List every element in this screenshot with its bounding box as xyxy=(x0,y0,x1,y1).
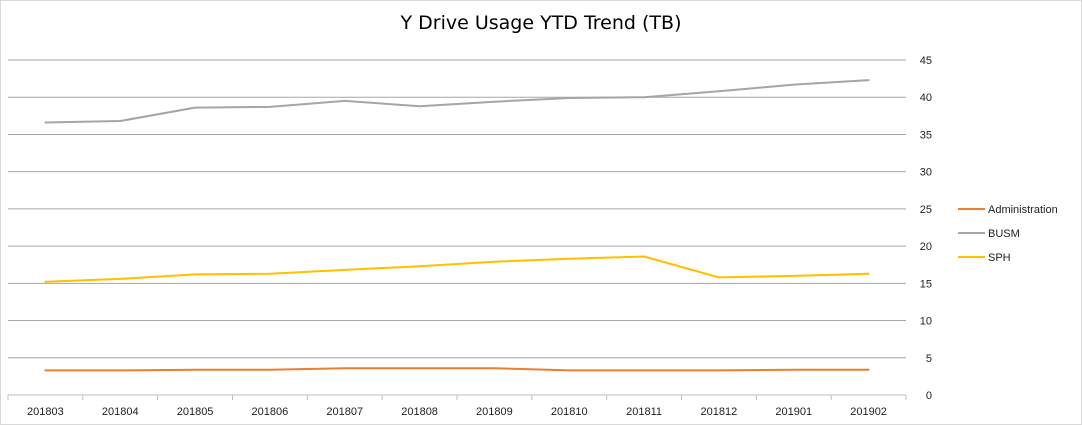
chart-title: Y Drive Usage YTD Trend (TB) xyxy=(400,12,682,34)
data-point xyxy=(418,366,422,370)
data-point xyxy=(642,95,646,99)
x-tick-label: 201808 xyxy=(401,406,438,418)
data-point xyxy=(642,368,646,372)
data-point xyxy=(43,280,47,284)
data-point xyxy=(268,368,272,372)
y-tick-label: 45 xyxy=(920,55,932,67)
data-point xyxy=(792,83,796,87)
y-tick-label: 10 xyxy=(920,316,932,328)
series-line-sph xyxy=(44,255,870,283)
y-tick-label: 15 xyxy=(920,278,932,290)
data-point xyxy=(567,257,571,261)
y-tick-label: 20 xyxy=(920,241,932,253)
x-tick-label: 201902 xyxy=(850,406,887,418)
data-point xyxy=(343,99,347,103)
data-point xyxy=(268,105,272,109)
data-point xyxy=(642,255,646,259)
x-tick-label: 201811 xyxy=(626,406,662,418)
data-point xyxy=(43,121,47,125)
legend-label: BUSM xyxy=(988,228,1020,240)
data-point xyxy=(567,96,571,100)
series-line-administration xyxy=(44,367,870,372)
data-point xyxy=(193,106,197,110)
data-point xyxy=(867,78,871,82)
series-line-busm xyxy=(44,79,870,124)
data-point xyxy=(867,368,871,372)
data-point xyxy=(717,275,721,279)
y-tick-label: 35 xyxy=(920,129,932,141)
data-point xyxy=(418,264,422,268)
data-point xyxy=(492,100,496,104)
y-tick-label: 0 xyxy=(926,390,932,402)
x-tick-label: 201809 xyxy=(476,406,513,418)
data-point xyxy=(118,277,122,281)
data-point xyxy=(118,119,122,123)
x-tick-label: 201806 xyxy=(252,406,289,418)
y-tick-label: 5 xyxy=(926,353,932,365)
y-tick-label: 30 xyxy=(920,167,932,179)
data-point xyxy=(867,272,871,276)
data-point xyxy=(418,104,422,108)
data-point xyxy=(792,368,796,372)
x-tick-label: 201805 xyxy=(177,406,214,418)
data-point xyxy=(492,260,496,264)
data-point xyxy=(792,274,796,278)
y-tick-label: 25 xyxy=(920,204,932,216)
legend-label: SPH xyxy=(988,252,1011,264)
x-tick-label: 201901 xyxy=(775,406,812,418)
data-point xyxy=(343,366,347,370)
x-tick-label: 201812 xyxy=(701,406,738,418)
data-point xyxy=(567,368,571,372)
x-tick-label: 201807 xyxy=(326,406,363,418)
legend-label: Administration xyxy=(988,204,1058,216)
x-tick-label: 201804 xyxy=(102,406,139,418)
y-tick-label: 40 xyxy=(920,92,932,104)
data-point xyxy=(193,368,197,372)
x-tick-label: 201810 xyxy=(551,406,588,418)
data-point xyxy=(43,368,47,372)
data-point xyxy=(268,272,272,276)
data-point xyxy=(492,366,496,370)
x-tick-label: 201803 xyxy=(27,406,64,418)
data-point xyxy=(717,89,721,93)
data-point xyxy=(717,368,721,372)
data-point xyxy=(118,368,122,372)
data-point xyxy=(343,268,347,272)
data-point xyxy=(193,272,197,276)
